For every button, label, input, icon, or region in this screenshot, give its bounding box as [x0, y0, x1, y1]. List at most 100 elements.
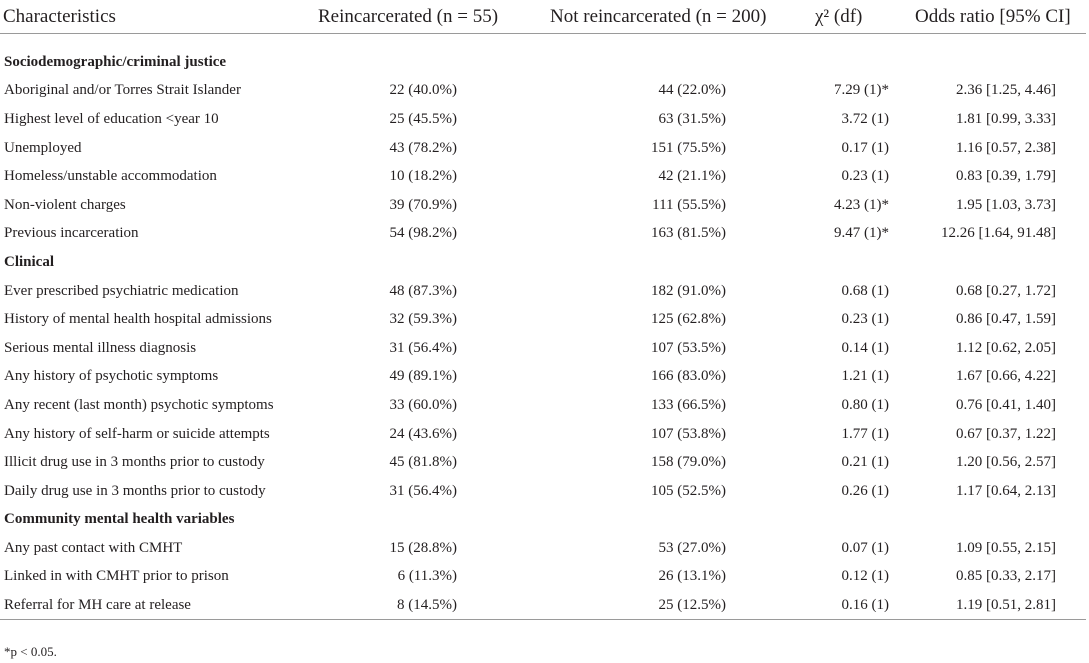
not-reincarcerated-value: 182 (91.0%) — [651, 282, 726, 299]
reincarcerated-value: 15 (28.8%) — [389, 539, 458, 556]
odds-ratio-value: 1.09 [0.55, 2.15] — [956, 539, 1056, 556]
reincarcerated-value: 6 (11.3%) — [397, 568, 457, 585]
reincarcerated-value: 25 (45.5%) — [389, 110, 458, 127]
reincarcerated-value: 33 (60.0%) — [389, 396, 458, 413]
chi-square-value: 9.47 (1)* — [834, 225, 889, 242]
not-reincarcerated-value: 44 (22.0%) — [658, 82, 727, 99]
table-row: Any past contact with CMHT 15 (28.8%) 53 (… — [0, 534, 1086, 563]
chi-square-value: 0.68 (1) — [841, 282, 890, 299]
table-row: Aboriginal and/or Torres Strait Islander… — [0, 77, 1086, 106]
odds-ratio-value: 1.17 [0.64, 2.13] — [956, 482, 1056, 499]
row-label: Any past contact with CMHT — [4, 539, 183, 556]
table-row: Illicit drug use in 3 months prior to cu… — [0, 448, 1086, 477]
header-chi-square: χ² (df) — [807, 0, 909, 34]
not-reincarcerated-value: 166 (83.0%) — [651, 368, 726, 385]
table-row: Referral for MH care at release 8 (14.5%)… — [0, 591, 1086, 621]
not-reincarcerated-value: 163 (81.5%) — [651, 225, 726, 242]
row-label: Previous incarceration — [4, 225, 139, 242]
not-reincarcerated-value: 111 (55.5%) — [652, 196, 726, 213]
section-header-row: Community mental health variables — [0, 506, 1086, 535]
table-row: Unemployed 43 (78.2%) 151 (75.5%) 0.17 (1) 1… — [0, 134, 1086, 163]
not-reincarcerated-value: 42 (21.1%) — [658, 168, 727, 185]
not-reincarcerated-value: 107 (53.5%) — [651, 339, 726, 356]
table-row: History of mental health hospital admiss… — [0, 305, 1086, 334]
not-reincarcerated-value: 26 (13.1%) — [658, 568, 727, 585]
row-label: Any history of psychotic symptoms — [4, 368, 219, 385]
table-row: Daily drug use in 3 months prior to cust… — [0, 477, 1086, 506]
reincarcerated-value: 39 (70.9%) — [389, 196, 458, 213]
section-header-row: Sociodemographic/criminal justice — [0, 48, 1086, 77]
reincarcerated-value: 22 (40.0%) — [389, 82, 458, 99]
header-row: Characteristics Reincarcerated (n = 55) … — [0, 0, 1086, 34]
odds-ratio-value: 0.85 [0.33, 2.17] — [956, 568, 1056, 585]
not-reincarcerated-value: 158 (79.0%) — [651, 454, 726, 471]
odds-ratio-value: 2.36 [1.25, 4.46] — [956, 82, 1056, 99]
chi-square-value: 0.80 (1) — [841, 396, 890, 413]
chi-square-value: 0.12 (1) — [841, 568, 890, 585]
odds-ratio-value: 1.16 [0.57, 2.38] — [956, 139, 1056, 156]
odds-ratio-value: 0.83 [0.39, 1.79] — [956, 168, 1056, 185]
odds-ratio-value: 1.95 [1.03, 3.73] — [956, 196, 1056, 213]
not-reincarcerated-value: 25 (12.5%) — [522, 591, 807, 621]
table-body: Sociodemographic/criminal justice Aborigi… — [0, 34, 1086, 621]
header-not-reincarcerated: Not reincarcerated (n = 200) — [522, 0, 807, 34]
row-label: Daily drug use in 3 months prior to cust… — [4, 482, 266, 499]
chi-square-value: 0.14 (1) — [841, 339, 890, 356]
table-row: Ever prescribed psychiatric medication 48… — [0, 277, 1086, 306]
chi-square-value: 0.21 (1) — [841, 454, 890, 471]
row-label: Illicit drug use in 3 months prior to cu… — [4, 454, 265, 471]
odds-ratio-value: 0.86 [0.47, 1.59] — [956, 311, 1056, 328]
reincarcerated-value: 32 (59.3%) — [389, 311, 458, 328]
not-reincarcerated-value: 133 (66.5%) — [651, 396, 726, 413]
row-label: Aboriginal and/or Torres Strait Islander — [4, 82, 241, 99]
not-reincarcerated-value: 151 (75.5%) — [651, 139, 726, 156]
chi-square-value: 0.23 (1) — [841, 168, 890, 185]
table-row: Any history of self-harm or suicide atte… — [0, 420, 1086, 449]
row-label: History of mental health hospital admiss… — [4, 311, 272, 328]
spacer-cell — [0, 34, 1086, 49]
header-odds-ratio: Odds ratio [95% CI] — [909, 0, 1086, 34]
section-title: Clinical — [4, 253, 55, 270]
odds-ratio-value: 0.67 [0.37, 1.22] — [956, 425, 1056, 442]
spacer-row — [0, 34, 1086, 49]
data-table: Characteristics Reincarcerated (n = 55) … — [0, 0, 1086, 621]
table-row: Non-violent charges 39 (70.9%) 111 (55.5%)… — [0, 191, 1086, 220]
reincarcerated-value: 48 (87.3%) — [389, 282, 458, 299]
chi-square-value: 1.21 (1) — [841, 368, 890, 385]
not-reincarcerated-value: 53 (27.0%) — [658, 539, 727, 556]
odds-ratio-value: 1.67 [0.66, 4.22] — [956, 368, 1056, 385]
reincarcerated-value: 8 (14.5%) — [300, 591, 522, 621]
not-reincarcerated-value: 125 (62.8%) — [651, 311, 726, 328]
reincarcerated-value: 31 (56.4%) — [389, 339, 458, 356]
chi-square-value: 7.29 (1)* — [834, 82, 889, 99]
chi-square-value: 1.77 (1) — [841, 425, 890, 442]
chi-square-value: 0.16 (1) — [807, 591, 909, 621]
odds-ratio-value: 1.20 [0.56, 2.57] — [956, 454, 1056, 471]
header-characteristics: Characteristics — [0, 0, 300, 34]
row-label: Any recent (last month) psychotic sympto… — [4, 396, 274, 413]
reincarcerated-value: 31 (56.4%) — [389, 482, 458, 499]
row-label: Non-violent charges — [4, 196, 126, 213]
reincarcerated-value: 54 (98.2%) — [389, 225, 458, 242]
table-row: Any recent (last month) psychotic sympto… — [0, 391, 1086, 420]
row-label: Unemployed — [4, 139, 82, 156]
table-row: Previous incarceration 54 (98.2%) 163 (81.… — [0, 220, 1086, 249]
chi-square-value: 0.23 (1) — [841, 311, 890, 328]
odds-ratio-value: 0.68 [0.27, 1.72] — [956, 282, 1056, 299]
chi-square-value: 0.26 (1) — [841, 482, 890, 499]
table-row: Homeless/unstable accommodation 10 (18.2%… — [0, 162, 1086, 191]
table-row: Any history of psychotic symptoms 49 (89.… — [0, 363, 1086, 392]
chi-square-value: 0.07 (1) — [841, 539, 890, 556]
row-label: Serious mental illness diagnosis — [4, 339, 197, 356]
reincarcerated-value: 10 (18.2%) — [389, 168, 458, 185]
table-row: Linked in with CMHT prior to prison 6 (11… — [0, 563, 1086, 592]
header-reincarcerated: Reincarcerated (n = 55) — [300, 0, 522, 34]
reincarcerated-value: 49 (89.1%) — [389, 368, 458, 385]
chi-square-value: 0.17 (1) — [841, 139, 890, 156]
table-row: Serious mental illness diagnosis 31 (56.4… — [0, 334, 1086, 363]
row-label: Homeless/unstable accommodation — [4, 168, 217, 185]
reincarcerated-value: 43 (78.2%) — [389, 139, 458, 156]
odds-ratio-value: 1.12 [0.62, 2.05] — [956, 339, 1056, 356]
not-reincarcerated-value: 63 (31.5%) — [658, 110, 727, 127]
